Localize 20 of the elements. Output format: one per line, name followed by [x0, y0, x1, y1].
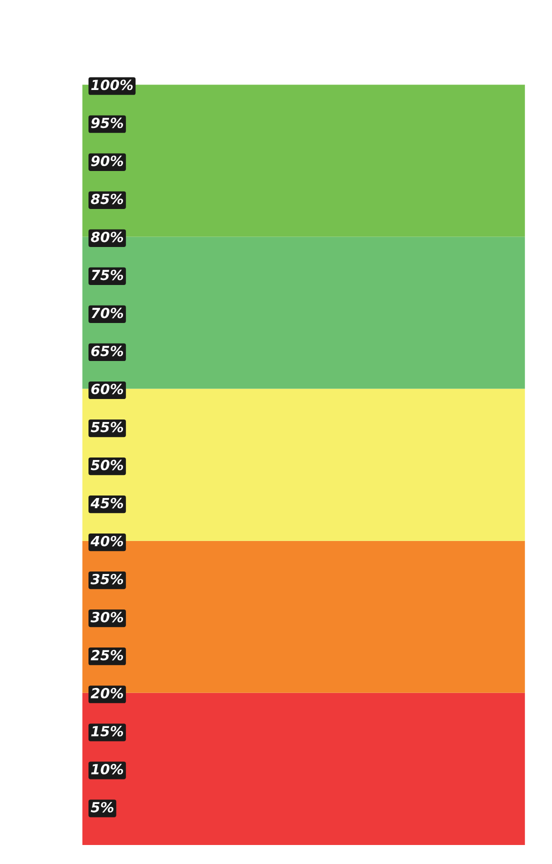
y-tick-label: 75% [92, 270, 124, 280]
y-tick-label: 65% [91, 346, 124, 356]
y-tick-label: 10% [91, 764, 124, 774]
y-tick-label: 80% [90, 232, 124, 242]
y-tick-label: 40% [90, 536, 124, 546]
y-tick-label: 20% [90, 688, 124, 698]
y-tick-label: 85% [90, 194, 124, 204]
y-tick-label: 55% [90, 422, 124, 432]
y-tick-label: 70% [92, 308, 124, 318]
y-tick-label: 15% [91, 726, 124, 736]
y-tick-label: 100% [91, 80, 133, 90]
y-tick-label: 25% [90, 650, 124, 660]
y-tick-label: 5% [90, 802, 114, 812]
y-tick-label: 60% [91, 384, 124, 394]
y-tick-label: 45% [90, 498, 124, 508]
y-tick-label: 95% [91, 118, 124, 128]
y-tick-label: 35% [90, 574, 124, 584]
y-tick-label: 90% [91, 156, 124, 166]
y-tick-label: 50% [90, 460, 124, 470]
y-tick-label: 30% [90, 612, 124, 622]
